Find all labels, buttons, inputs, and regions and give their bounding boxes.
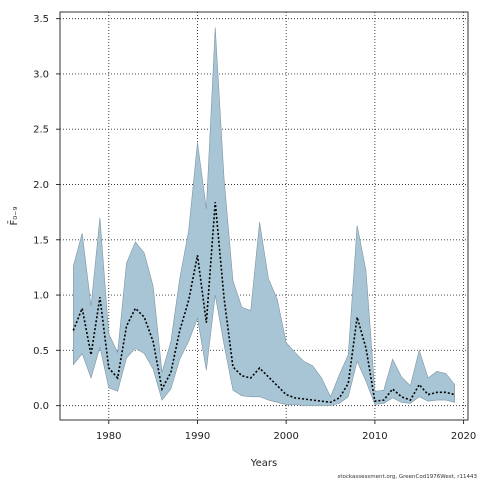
x-tick-label: 2010 xyxy=(362,431,387,442)
y-tick-label: 0.5 xyxy=(33,346,49,357)
x-tick-label: 1980 xyxy=(96,431,121,442)
y-tick-label: 2.5 xyxy=(33,125,49,136)
y-axis: 0.0 0.5 1.0 1.5 2.0 2.5 3.0 3.5 xyxy=(33,14,60,412)
estimate-line xyxy=(72,202,455,404)
x-tick-label: 1990 xyxy=(185,431,210,442)
y-tick-label: 1.0 xyxy=(33,291,49,302)
x-axis: 1980 1990 2000 2010 2020 xyxy=(96,420,476,442)
x-axis-title: Years xyxy=(250,458,277,469)
y-tick-label: 3.5 xyxy=(33,14,49,25)
confidence-band xyxy=(73,27,455,406)
y-tick-label: 3.0 xyxy=(33,69,49,80)
credit-text: stockassessment.org, GreenCod1976West, r… xyxy=(338,474,478,480)
y-axis-title: F̄₀₋₉ xyxy=(7,206,20,225)
x-tick-label: 2020 xyxy=(451,431,476,442)
y-tick-label: 0.0 xyxy=(33,401,49,412)
y-tick-label: 1.5 xyxy=(33,235,49,246)
plot-frame xyxy=(59,11,469,421)
x-tick-label: 2000 xyxy=(273,431,298,442)
y-tick-label: 2.0 xyxy=(33,180,49,191)
